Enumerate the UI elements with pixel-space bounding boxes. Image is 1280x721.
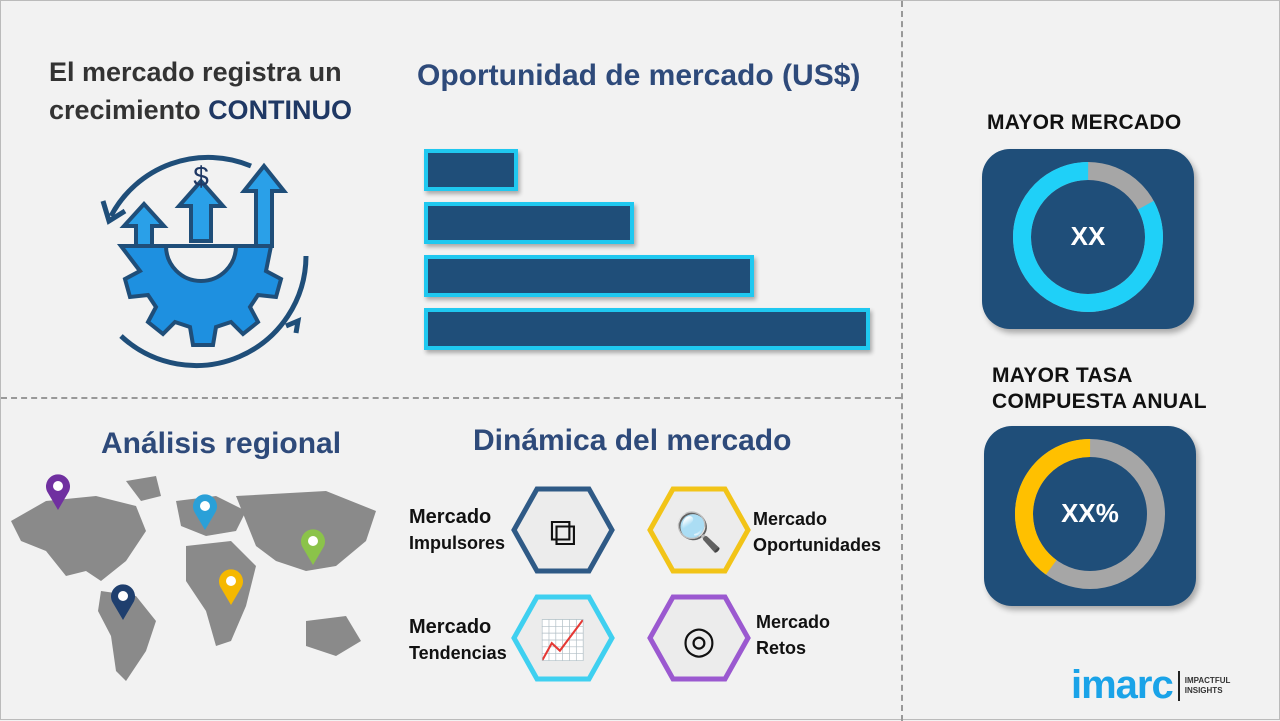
- opportunity-bar: [424, 308, 870, 350]
- location-pin-icon: [301, 529, 325, 565]
- svg-text:📈: 📈: [539, 618, 586, 662]
- magnifier-dollar-icon: 🔍: [647, 485, 751, 575]
- dynamics-label: Mercado Tendencias: [409, 616, 507, 663]
- horizontal-divider: [1, 397, 901, 399]
- headline-line2: crecimiento: [49, 95, 209, 125]
- largest-market-title: MAYOR MERCADO: [987, 111, 1182, 134]
- puzzle-icon: ⧉: [511, 485, 615, 575]
- svg-text:🔍: 🔍: [675, 508, 722, 554]
- largest-market-card: XX: [982, 149, 1194, 329]
- cagr-title-line2: COMPUESTA ANUAL: [992, 390, 1207, 413]
- headline-emphasis: CONTINUO: [208, 95, 353, 125]
- largest-market-value: XX: [1070, 221, 1106, 251]
- location-pin-icon: [219, 569, 243, 605]
- imarc-logo: imarc IMPACTFUL INSIGHTS: [1071, 663, 1230, 708]
- svg-text:$: $: [193, 161, 209, 192]
- svg-text:⧉: ⧉: [549, 510, 576, 554]
- logo-tagline: IMPACTFUL INSIGHTS: [1184, 675, 1231, 695]
- target-icon: ◎: [647, 593, 751, 683]
- highest-cagr-title: MAYOR TASA COMPUESTA ANUAL: [992, 363, 1207, 415]
- headline-line1: El mercado registra un: [49, 57, 342, 87]
- location-pin-icon: [46, 474, 70, 510]
- dynamics-label: Mercado Retos: [756, 612, 831, 658]
- headline: El mercado registra un crecimiento CONTI…: [49, 53, 352, 129]
- vertical-divider: [901, 1, 903, 721]
- dynamics-title: Dinámica del mercado: [473, 424, 792, 457]
- logo-brand: imarc: [1071, 663, 1174, 707]
- chart-growth-icon: 📈: [511, 593, 615, 683]
- cagr-title-line1: MAYOR TASA: [992, 364, 1133, 387]
- highest-cagr-value: XX%: [1061, 498, 1119, 528]
- opportunity-title: Oportunidad de mercado (US$): [417, 59, 861, 92]
- largest-market-donut: [1013, 162, 1163, 312]
- opportunity-bar: [424, 202, 634, 244]
- highest-cagr-donut: [1015, 439, 1165, 589]
- opportunity-bar: [424, 255, 755, 297]
- location-pin-icon: [111, 584, 135, 620]
- dynamics-label: Mercado Impulsores: [409, 506, 506, 553]
- location-pin-icon: [193, 494, 217, 530]
- world-map: [11, 476, 376, 681]
- regional-title: Análisis regional: [101, 427, 342, 460]
- dynamics-label: Mercado Oportunidades: [753, 509, 882, 555]
- gear-arrows-dollar-icon: $: [100, 154, 309, 369]
- highest-cagr-card: XX%: [984, 426, 1196, 606]
- svg-text:◎: ◎: [682, 618, 715, 662]
- opportunity-bar: [424, 149, 518, 191]
